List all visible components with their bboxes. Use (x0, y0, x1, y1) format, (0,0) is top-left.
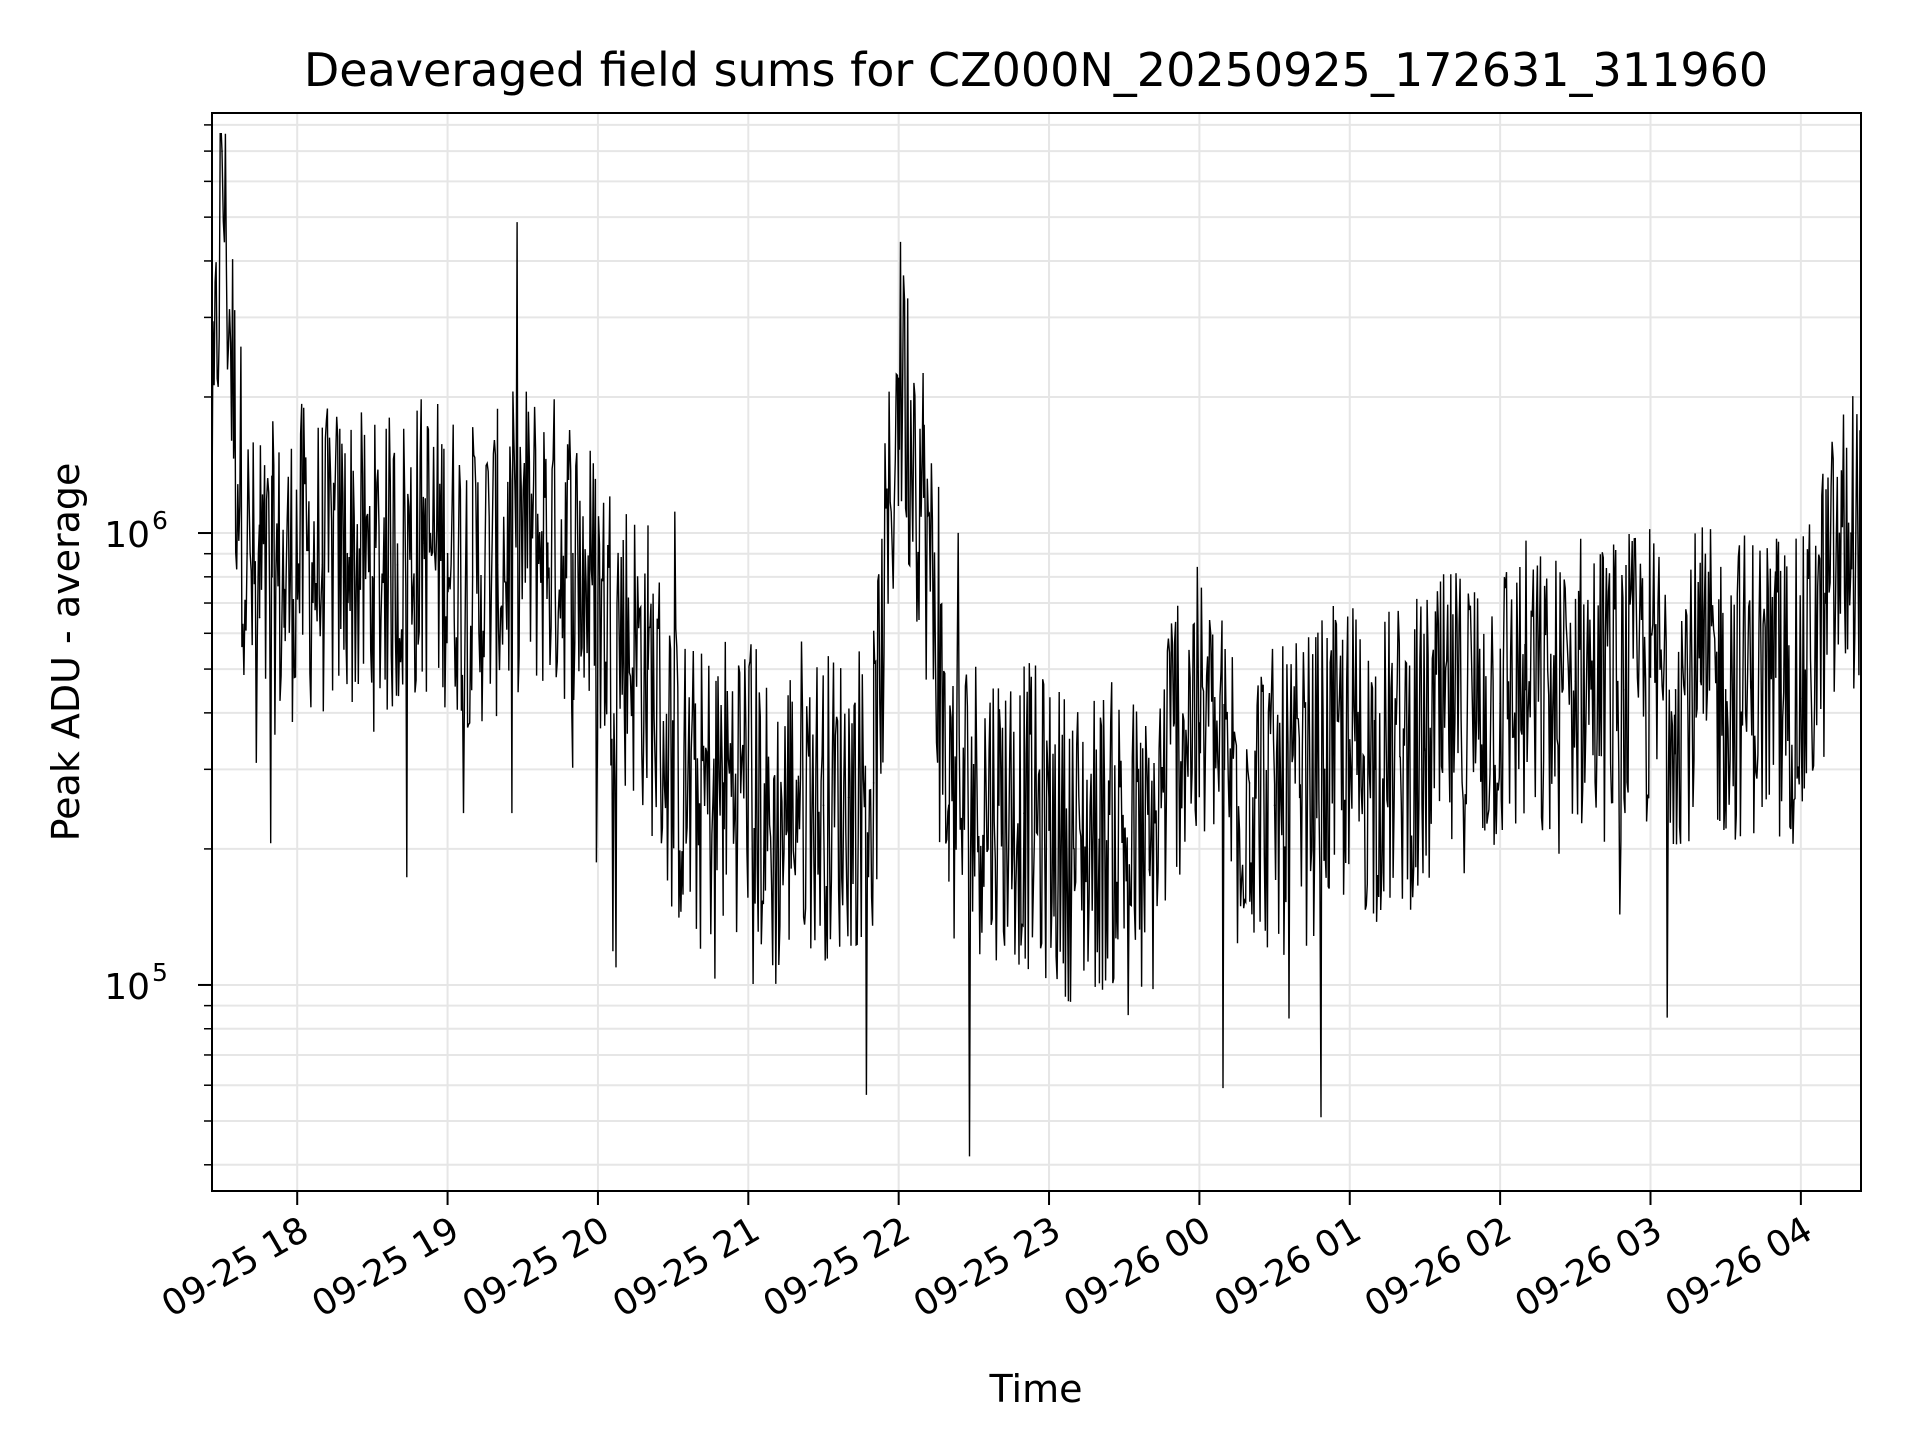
x-tick-label: 09-25 18 (155, 1209, 316, 1325)
data-point (446, 552, 449, 555)
data-point (1724, 688, 1727, 691)
data-point (1800, 697, 1802, 700)
data-point (1449, 722, 1451, 724)
data-point (1298, 796, 1301, 799)
data-point (258, 616, 261, 619)
data-point (1173, 722, 1176, 724)
x-tick-label: 09-26 01 (1208, 1209, 1369, 1325)
data-point (1023, 812, 1025, 814)
data-point (747, 768, 750, 771)
data-point (371, 576, 374, 578)
data-point (1674, 688, 1677, 691)
x-axis-label: Time (989, 1367, 1083, 1411)
x-tick-label: 09-25 23 (907, 1209, 1068, 1325)
data-point (947, 804, 950, 806)
data-point (647, 668, 649, 670)
data-point (797, 782, 800, 784)
data-point (396, 564, 399, 566)
data-point (1424, 749, 1426, 752)
x-tick-label: 09-26 04 (1659, 1209, 1820, 1325)
data-point (233, 416, 236, 419)
data-point (1574, 680, 1577, 683)
data-point (1073, 848, 1075, 850)
data-point (872, 782, 875, 784)
data-point (1198, 722, 1201, 724)
data-point (922, 496, 925, 499)
data-point (271, 576, 273, 578)
series-line (211, 133, 1862, 1157)
data-point (321, 564, 324, 566)
data-point (1624, 688, 1627, 691)
data-point (973, 796, 975, 799)
y-tick-exponent: 6 (152, 506, 168, 535)
data-series (211, 133, 1862, 1157)
x-tick-label: 09-25 22 (756, 1209, 917, 1325)
y-axis-label: Peak ADU - average (44, 463, 88, 842)
data-point (772, 848, 775, 850)
data-point (597, 602, 599, 604)
x-tick-label: 09-26 03 (1508, 1209, 1669, 1325)
data-point (1649, 676, 1652, 678)
data-point (1374, 768, 1376, 771)
data-point (697, 804, 699, 806)
data-point (547, 542, 549, 544)
data-point (1348, 749, 1351, 752)
data-point (1549, 712, 1552, 714)
data-point (822, 804, 825, 806)
x-tick-label: 09-25 20 (456, 1209, 617, 1325)
data-point (622, 632, 624, 635)
data-point (998, 804, 1000, 806)
data-point (1524, 688, 1526, 691)
x-tick-label: 09-25 21 (606, 1209, 767, 1325)
data-point (1248, 782, 1251, 784)
plot-frame (211, 112, 1862, 1192)
data-point (1323, 768, 1326, 771)
data-point (672, 768, 674, 771)
data-point (1399, 755, 1401, 758)
data-point (1123, 829, 1126, 832)
data-point (1699, 680, 1702, 683)
data-point (1098, 838, 1100, 841)
data-point (1048, 829, 1050, 832)
data-point (346, 552, 349, 555)
data-point (1774, 676, 1777, 678)
y-tick-label: 10 (104, 515, 150, 556)
data-point (1825, 602, 1827, 604)
data-point (1850, 532, 1852, 534)
chart-title: Deaveraged field sums for CZ000N_2025092… (304, 43, 1768, 97)
data-point (246, 552, 248, 555)
data-point (572, 552, 574, 555)
data-point (1499, 702, 1501, 705)
y-tick-label: 10 (104, 967, 150, 1008)
data-point (1599, 684, 1602, 687)
data-point (1148, 868, 1151, 871)
data-point (521, 532, 524, 534)
x-tick-label: 09-26 00 (1057, 1209, 1218, 1325)
data-point (296, 552, 299, 555)
data-point (221, 150, 223, 152)
data-point (1273, 804, 1276, 806)
data-point (722, 782, 725, 784)
data-point (1474, 712, 1476, 714)
y-tick-exponent: 5 (152, 958, 168, 987)
data-point (897, 377, 900, 380)
data-point (1749, 680, 1752, 683)
grid-lines (212, 113, 1861, 1191)
data-point (471, 576, 474, 578)
data-point (1223, 768, 1226, 771)
x-tick-label: 09-26 02 (1358, 1209, 1519, 1325)
data-point (421, 542, 424, 544)
data-point (847, 796, 850, 799)
x-tick-label: 09-25 19 (305, 1209, 466, 1325)
data-point (496, 564, 499, 566)
data-point (283, 588, 286, 591)
